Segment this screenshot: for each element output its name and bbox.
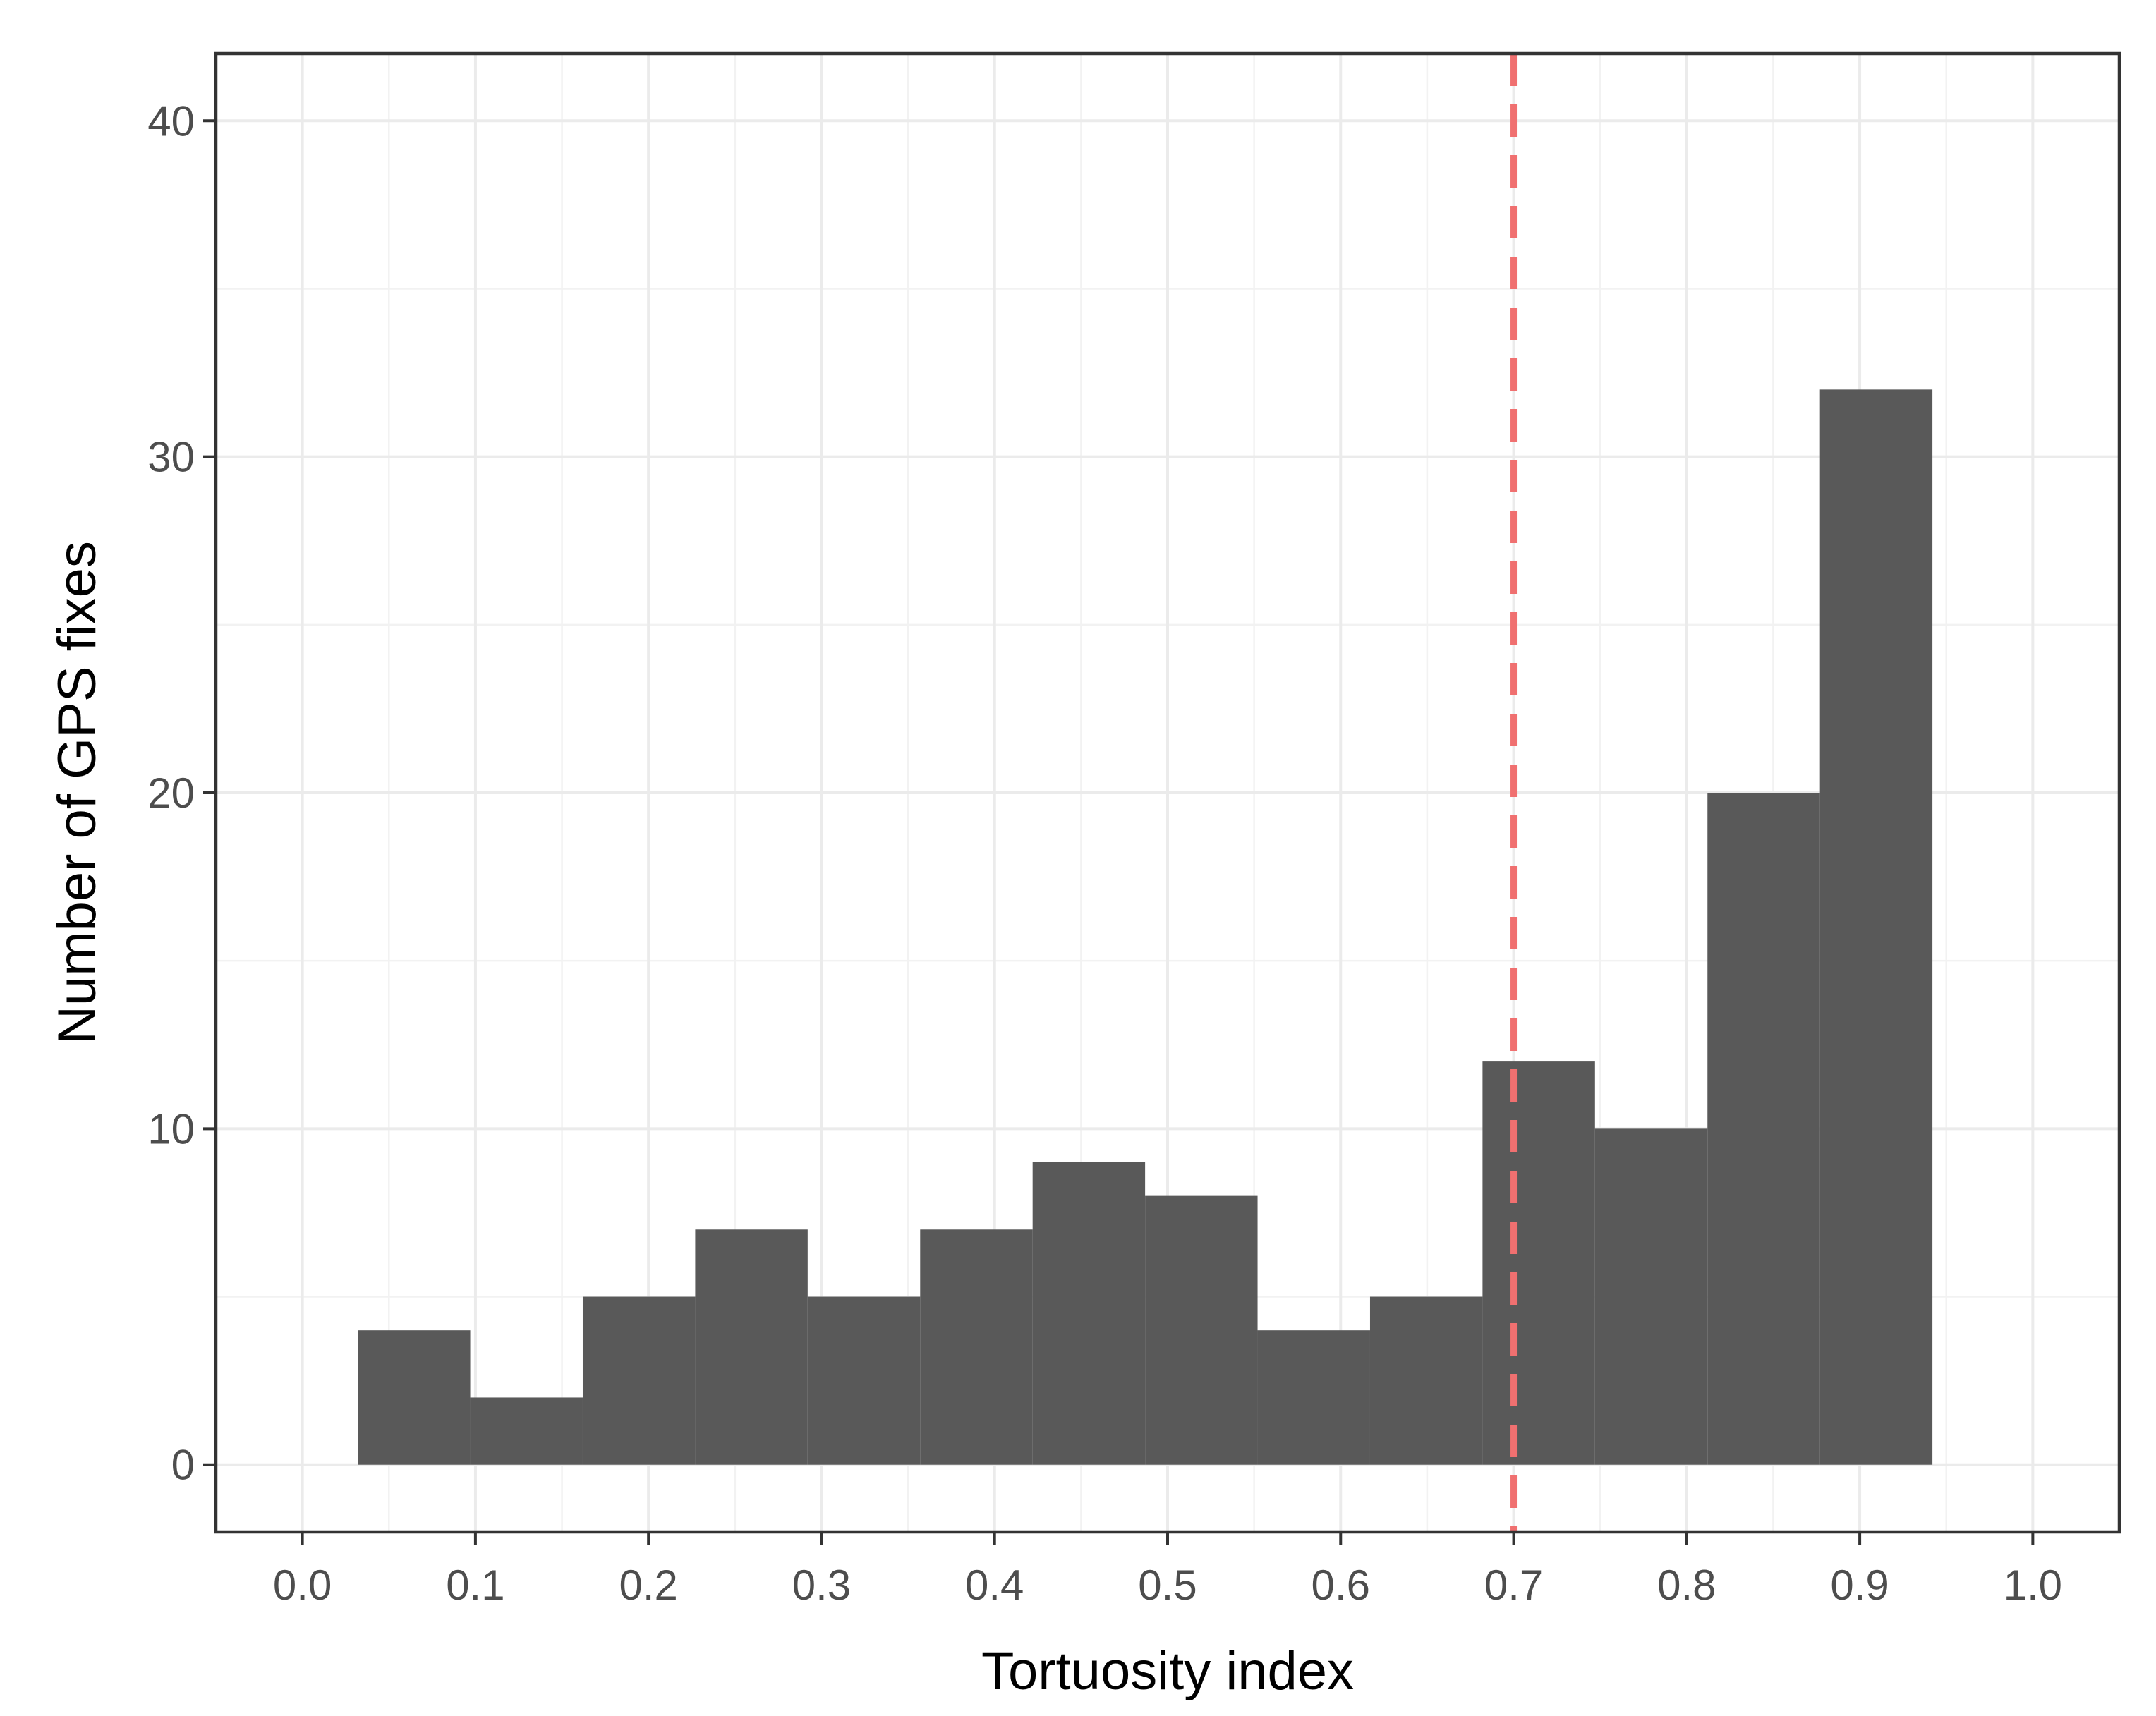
y-tick-label: 30 [147, 434, 195, 481]
x-tick-label: 0.7 [1484, 1562, 1543, 1609]
histogram-bar [1145, 1195, 1258, 1465]
x-tick-label: 1.0 [2004, 1562, 2062, 1609]
histogram-bar [807, 1296, 921, 1465]
histogram-bar [1257, 1330, 1370, 1465]
histogram-bar [470, 1397, 583, 1465]
y-tick-label: 20 [147, 769, 195, 817]
histogram-bar [1707, 793, 1820, 1465]
histogram-bar [1032, 1162, 1146, 1465]
x-tick-label: 0.9 [1830, 1562, 1889, 1609]
x-tick-label: 0.3 [792, 1562, 851, 1609]
x-axis-title: Tortuosity index [981, 1641, 1354, 1701]
x-tick-label: 0.5 [1138, 1562, 1197, 1609]
x-tick-label: 0.8 [1657, 1562, 1716, 1609]
x-tick-label: 0.6 [1312, 1562, 1370, 1609]
histogram-bar [1594, 1128, 1708, 1465]
y-axis-tick-labels: 0 10 20 30 40 [147, 97, 195, 1488]
y-tick-label: 40 [147, 97, 195, 145]
x-tick-label: 0.0 [273, 1562, 332, 1609]
y-tick-label: 0 [171, 1442, 195, 1489]
histogram-bar [1482, 1061, 1595, 1465]
histogram-bars [358, 389, 1933, 1465]
histogram-bar [1369, 1296, 1483, 1465]
y-tick-label: 10 [147, 1105, 195, 1152]
histogram-bar [1819, 389, 1933, 1465]
histogram-bar [582, 1296, 696, 1465]
histogram-bar [920, 1229, 1033, 1465]
x-tick-label: 0.2 [619, 1562, 677, 1609]
histogram-bar [695, 1229, 808, 1465]
x-tick-label: 0.1 [446, 1562, 504, 1609]
y-axis-title: Number of GPS fixes [47, 541, 107, 1045]
x-tick-label: 0.4 [965, 1562, 1024, 1609]
axis-ticks [203, 119, 2035, 1545]
x-axis-tick-labels: 0.0 0.1 0.2 0.3 0.4 0.5 0.6 0.7 0.8 0.9 1.0 [273, 1562, 2062, 1609]
histogram-bar [358, 1330, 471, 1465]
